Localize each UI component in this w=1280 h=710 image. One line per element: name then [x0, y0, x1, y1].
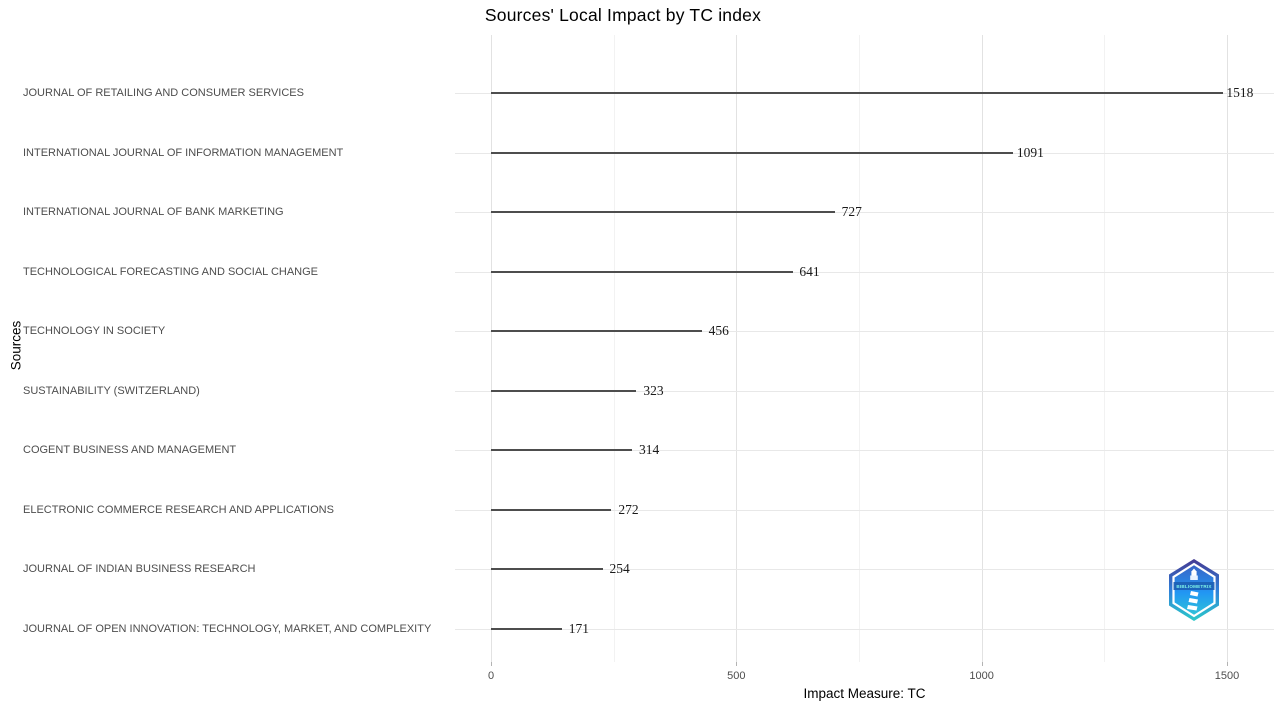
chart-title: Sources' Local Impact by TC index: [484, 5, 762, 25]
bar-segment: [491, 568, 603, 571]
y-axis-label: JOURNAL OF OPEN INNOVATION: TECHNOLOGY, …: [23, 622, 432, 635]
x-tick-label: 1000: [969, 670, 994, 682]
logo-text: BIBLIOMETRIX: [1176, 584, 1212, 589]
bar-value-label: 323: [643, 382, 664, 398]
y-axis-label: INTERNATIONAL JOURNAL OF BANK MARKETING: [23, 206, 284, 219]
bar-value-label: 456: [708, 323, 729, 339]
bar-segment: [491, 627, 562, 630]
major-gridline: [491, 35, 492, 662]
x-tick-mark: [736, 662, 738, 666]
x-tick-label: 0: [487, 670, 495, 682]
bar-segment: [491, 92, 1223, 94]
x-tick-mark: [981, 662, 983, 666]
y-axis-label: COGENT BUSINESS AND MANAGEMENT: [23, 444, 237, 457]
x-tick-label: 1500: [1214, 670, 1240, 682]
minor-gridline: [1104, 35, 1106, 662]
bar-segment: [491, 449, 633, 452]
bar-segment: [491, 330, 702, 333]
row-gridline: [455, 509, 1274, 511]
bar-segment: [491, 270, 793, 273]
bar-segment: [491, 508, 612, 511]
bar-value-label: 641: [799, 263, 820, 279]
x-tick-label: 500: [727, 670, 746, 682]
bar-value-label: 171: [568, 620, 590, 636]
major-gridline: [981, 35, 983, 662]
bar-segment: [491, 211, 835, 214]
minor-gridline: [859, 35, 860, 662]
x-tick-mark: [491, 662, 492, 666]
bar-value-label: 254: [609, 561, 630, 577]
row-gridline: [455, 569, 1274, 571]
x-axis-title: Impact Measure: TC: [803, 686, 926, 701]
y-axis-label: ELECTRONIC COMMERCE RESEARCH AND APPLICA…: [23, 503, 334, 516]
y-axis-label: SUSTAINABILITY (SWITZERLAND): [23, 384, 200, 397]
bar-value-label: 314: [638, 442, 660, 458]
major-gridline: [736, 35, 738, 662]
logo-band: [1173, 582, 1215, 590]
lighthouse-icon: [1187, 568, 1199, 611]
row-gridline: [455, 212, 1274, 214]
bar-value-label: 1091: [1016, 144, 1044, 160]
y-axis-label: JOURNAL OF RETAILING AND CONSUMER SERVIC…: [23, 87, 304, 99]
row-gridline: [455, 628, 1274, 630]
bar-value-label: 727: [841, 204, 862, 220]
row-gridline: [455, 450, 1274, 452]
bar-segment: [491, 151, 1014, 154]
y-axis-label: TECHNOLOGY IN SOCIETY: [23, 325, 166, 338]
bar-segment: [491, 389, 637, 392]
row-gridline: [455, 390, 1274, 392]
y-axis-title: Sources: [8, 320, 24, 371]
bar-value-label: 272: [618, 501, 639, 517]
major-gridline: [1227, 35, 1228, 662]
y-axis-label: TECHNOLOGICAL FORECASTING AND SOCIAL CHA…: [23, 265, 319, 278]
x-tick-mark: [1227, 662, 1228, 666]
row-gridline: [455, 271, 1274, 273]
minor-gridline: [613, 35, 615, 662]
row-gridline: [455, 331, 1274, 333]
bibliometrix-logo: BIBLIOMETRIX: [1169, 559, 1219, 621]
y-axis-label: JOURNAL OF INDIAN BUSINESS RESEARCH: [23, 563, 256, 576]
bar-value-label: 1518: [1226, 85, 1254, 100]
y-axis-label: INTERNATIONAL JOURNAL OF INFORMATION MAN…: [23, 146, 344, 159]
